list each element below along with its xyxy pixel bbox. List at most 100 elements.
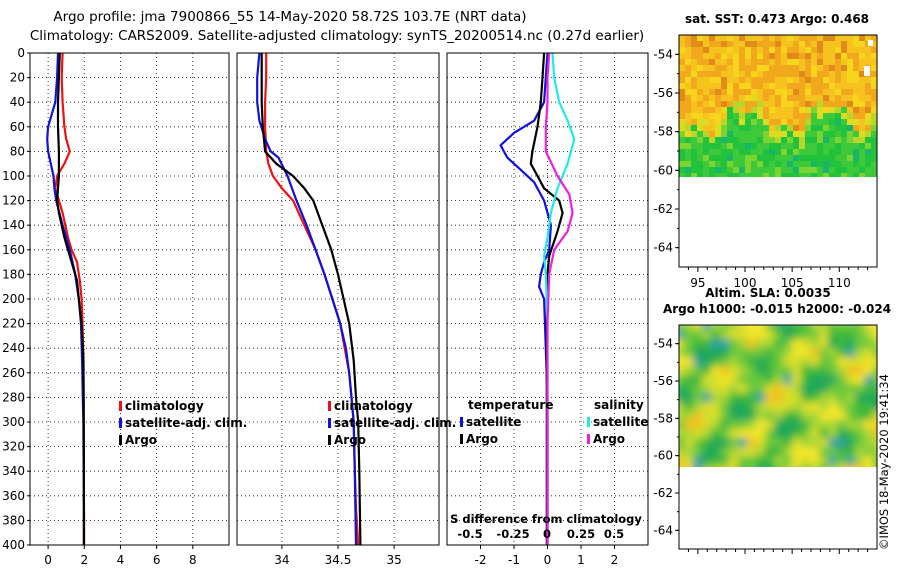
sla-cell bbox=[684, 366, 694, 376]
sst-cell bbox=[841, 53, 847, 59]
temp-xtick-label: 6 bbox=[153, 553, 161, 567]
temp-xtick-label: 2 bbox=[80, 553, 88, 567]
sst-cell bbox=[787, 107, 793, 113]
sst-cell bbox=[697, 143, 703, 149]
sst-cell bbox=[847, 155, 853, 161]
sla-cell bbox=[864, 456, 874, 466]
sst-cell bbox=[703, 143, 709, 149]
sst-cell bbox=[859, 47, 865, 53]
sst-cell bbox=[829, 65, 835, 71]
sst-cell bbox=[805, 155, 811, 161]
sst-cell bbox=[847, 59, 853, 65]
sla-cell bbox=[837, 393, 847, 403]
sla-cell bbox=[828, 411, 838, 421]
sst-cell bbox=[715, 137, 721, 143]
sst-cell bbox=[835, 113, 841, 119]
sst-cell bbox=[757, 137, 763, 143]
sst-cell bbox=[721, 35, 727, 41]
sst-cell bbox=[697, 137, 703, 143]
sst-cell bbox=[853, 143, 859, 149]
sst-cell bbox=[811, 71, 817, 77]
sst-cell bbox=[853, 155, 859, 161]
sst-cell bbox=[841, 65, 847, 71]
sst-cell bbox=[781, 137, 787, 143]
sst-cell bbox=[847, 131, 853, 137]
sla-cell bbox=[801, 438, 811, 448]
sla-cell bbox=[679, 402, 685, 412]
sla-cell bbox=[711, 411, 721, 421]
sst-cell bbox=[847, 95, 853, 101]
sla-cell bbox=[679, 420, 685, 430]
sla-cell bbox=[729, 447, 739, 457]
sla-cell bbox=[801, 325, 811, 331]
sst-cell bbox=[859, 53, 865, 59]
sst-cell bbox=[703, 155, 709, 161]
sst-cell bbox=[733, 95, 739, 101]
sst-cell bbox=[811, 173, 817, 177]
sst-cell bbox=[727, 161, 733, 167]
sst-cell bbox=[817, 89, 823, 95]
sst-cell bbox=[823, 137, 829, 143]
sst-cell bbox=[793, 89, 799, 95]
sst-cell bbox=[805, 167, 811, 173]
sla-cell bbox=[873, 330, 877, 340]
sla-cell bbox=[855, 366, 865, 376]
sst-cell bbox=[679, 125, 685, 131]
sst-cell bbox=[715, 173, 721, 177]
sst-cell bbox=[787, 77, 793, 83]
sst-cell bbox=[787, 119, 793, 125]
sla-cell bbox=[679, 330, 685, 340]
sla-cell bbox=[756, 411, 766, 421]
sst-cell bbox=[751, 83, 757, 89]
diff-sal-legend-swatch bbox=[587, 434, 590, 444]
sst-cell bbox=[769, 65, 775, 71]
sst-cell bbox=[763, 101, 769, 107]
sla-cell bbox=[756, 438, 766, 448]
sst-cell bbox=[847, 83, 853, 89]
sst-cell bbox=[715, 53, 721, 59]
sla-cell bbox=[720, 393, 730, 403]
diff-secondary-xtick-label: -0.5 bbox=[457, 527, 482, 541]
diff-secondary-xtick-label: -0.25 bbox=[496, 527, 529, 541]
diff-secondary-xtick-label: 0 bbox=[543, 527, 551, 541]
sla-cell bbox=[729, 420, 739, 430]
temp-xtick-label: 4 bbox=[117, 553, 125, 567]
sst-cell bbox=[721, 161, 727, 167]
sla-cell bbox=[810, 447, 820, 457]
sla-cell bbox=[738, 348, 748, 358]
sal-legend-swatch bbox=[328, 401, 331, 411]
sst-cell bbox=[751, 173, 757, 177]
sst-cell bbox=[697, 59, 703, 65]
sst-cell bbox=[847, 47, 853, 53]
sla-cell bbox=[747, 357, 757, 367]
sla-cell bbox=[837, 366, 847, 376]
sla-cell bbox=[801, 366, 811, 376]
sla-cell bbox=[711, 366, 721, 376]
sst-cell bbox=[763, 131, 769, 137]
sst-cell bbox=[859, 41, 865, 47]
sla-cell bbox=[819, 411, 829, 421]
sst-map-ytick-label: -60 bbox=[653, 163, 673, 177]
sla-cell bbox=[819, 447, 829, 457]
sla-cell bbox=[711, 357, 721, 367]
sst-cell bbox=[697, 65, 703, 71]
sla-cell bbox=[855, 375, 865, 385]
sla-cell bbox=[693, 420, 703, 430]
sst-cell bbox=[721, 95, 727, 101]
sst-cell bbox=[799, 89, 805, 95]
depth-ytick-label: 280 bbox=[2, 390, 25, 404]
sst-cell bbox=[691, 101, 697, 107]
sst-cell bbox=[703, 59, 709, 65]
sst-cell bbox=[865, 137, 871, 143]
sla-cell bbox=[693, 438, 703, 448]
sst-cell bbox=[745, 71, 751, 77]
sla-cell bbox=[828, 366, 838, 376]
sst-cell bbox=[757, 77, 763, 83]
sla-cell bbox=[855, 465, 865, 467]
depth-ytick-label: 400 bbox=[2, 538, 25, 552]
sst-cell bbox=[841, 137, 847, 143]
sla-cell bbox=[747, 411, 757, 421]
sal-legend-label: Argo bbox=[334, 433, 366, 447]
sst-cell bbox=[865, 131, 871, 137]
sst-cell bbox=[703, 65, 709, 71]
